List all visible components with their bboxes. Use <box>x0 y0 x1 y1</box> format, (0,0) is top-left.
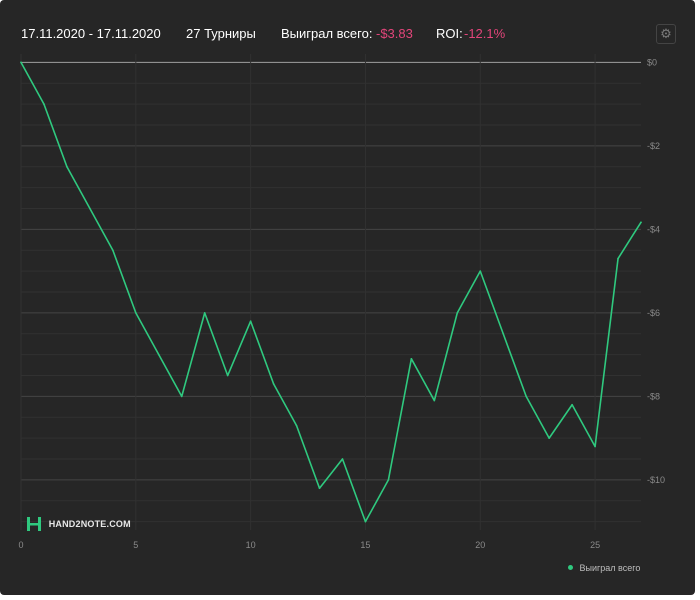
data-point <box>364 520 367 523</box>
data-point <box>66 165 68 168</box>
gear-icon: ⚙ <box>660 26 672 41</box>
data-point <box>180 395 183 398</box>
data-point <box>410 358 413 360</box>
y-tick-label: -$6 <box>647 308 660 318</box>
data-point <box>594 445 596 448</box>
y-tick-label: -$2 <box>647 141 660 151</box>
data-point <box>548 437 550 439</box>
data-point <box>525 395 527 398</box>
data-point <box>617 257 619 260</box>
hand2note-logo: HAND2NOTE.COM <box>26 516 131 534</box>
settings-button[interactable]: ⚙ <box>656 24 676 44</box>
data-point <box>203 312 206 314</box>
x-tick-label: 5 <box>133 540 138 550</box>
x-tick-label: 15 <box>360 540 370 550</box>
legend-label: Выиграл всего <box>579 563 641 573</box>
data-point <box>387 479 390 481</box>
logo-mark-icon <box>27 517 41 531</box>
data-point <box>89 207 91 210</box>
x-tick-label: 20 <box>475 540 485 550</box>
data-point <box>318 487 321 490</box>
data-point <box>456 312 459 314</box>
roi-value: -12.1% <box>464 26 506 41</box>
data-point <box>249 320 252 323</box>
y-tick-label: -$8 <box>647 391 660 401</box>
data-point <box>226 374 229 377</box>
data-point <box>135 312 137 314</box>
data-point <box>43 103 45 105</box>
data-point <box>20 61 22 64</box>
chart-header: 17.11.2020 - 17.11.2020 27 Турниры Выигр… <box>0 0 695 66</box>
series-line <box>20 61 642 523</box>
roi-label: ROI: <box>436 26 463 41</box>
data-point <box>295 424 298 427</box>
data-point <box>112 249 114 252</box>
tournaments-count: 27 Турниры <box>186 26 256 41</box>
chart-legend[interactable]: Выиграл всего <box>568 563 640 573</box>
data-point <box>479 270 482 272</box>
won-total-value: -$3.83 <box>376 26 413 41</box>
data-point <box>433 399 436 402</box>
x-tick-label: 10 <box>246 540 256 550</box>
data-point <box>571 403 573 406</box>
date-range: 17.11.2020 - 17.11.2020 <box>21 26 161 41</box>
won-total-label: Выиграл всего: <box>281 26 373 41</box>
data-point <box>502 332 505 335</box>
data-point <box>157 353 160 356</box>
data-point <box>272 383 275 385</box>
x-tick-label: 0 <box>18 540 23 550</box>
data-point <box>341 458 344 460</box>
y-tick-label: -$4 <box>647 224 660 234</box>
logo-text: HAND2NOTE.COM <box>48 519 131 529</box>
y-tick-label: $0 <box>647 57 657 67</box>
x-tick-label: 25 <box>590 540 600 550</box>
data-point <box>640 221 642 224</box>
y-tick-label: -$10 <box>647 475 665 485</box>
legend-marker <box>568 565 573 571</box>
